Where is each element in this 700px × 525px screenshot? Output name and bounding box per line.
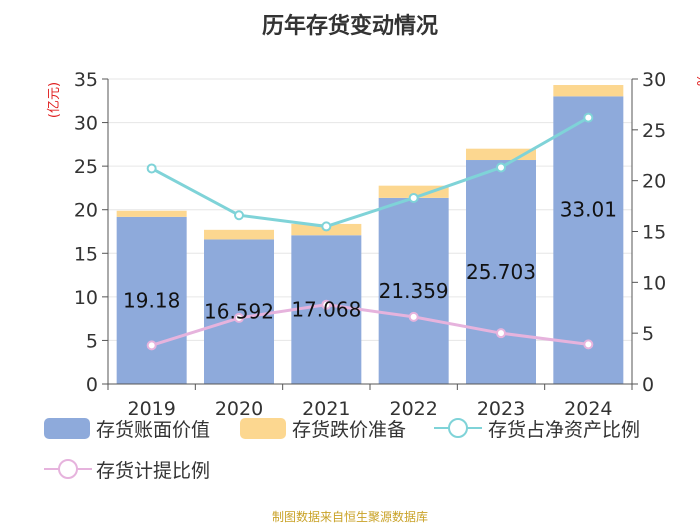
line-inventory-provision-ratio — [151, 303, 589, 347]
y-left-tick-label: 20 — [74, 200, 98, 222]
bar-inventory-book-value — [204, 239, 274, 384]
bar-inventory-book-value — [116, 216, 187, 384]
y-left-tick-label: 25 — [74, 156, 98, 178]
point-provision-ratio — [321, 299, 332, 310]
data-source-note: 制图数据来自恒生聚源数据库 — [271, 510, 428, 524]
legend-swatch-book-value — [44, 418, 90, 439]
point-provision-ratio — [234, 312, 244, 323]
point-provision-ratio — [408, 311, 419, 322]
y-left-axis-label: (亿元) — [47, 82, 62, 118]
legend-label-book-value: 存货账面价值 — [96, 419, 210, 441]
point-net-asset-ratio — [146, 163, 157, 174]
x-tick-label: 2021 — [302, 398, 350, 420]
y-left-tick-label: 35 — [74, 69, 98, 91]
x-tick-label: 2019 — [127, 398, 175, 420]
bar-inventory-impairment — [378, 185, 449, 198]
bar-value-label: 17.068 — [291, 298, 361, 322]
bar-inventory-impairment — [466, 148, 536, 161]
y-right-axis-label: % — [693, 74, 700, 86]
point-provision-ratio — [496, 328, 506, 339]
legend-label-provision-ratio: 存货计提比例 — [96, 460, 210, 482]
bar-inventory-impairment — [204, 229, 274, 240]
y-left-tick-label: 5 — [86, 330, 98, 352]
bar-value-label: 21.359 — [379, 279, 449, 303]
legend-swatch-impairment — [240, 418, 286, 439]
bar-inventory-impairment — [553, 85, 624, 97]
y-right-tick-label: 20 — [642, 171, 666, 193]
y-left-tick-label: 15 — [74, 243, 98, 265]
bar-inventory-impairment — [116, 210, 187, 217]
bar-value-label: 33.01 — [560, 197, 617, 221]
bar-inventory-book-value — [553, 96, 624, 384]
point-provision-ratio — [583, 339, 594, 350]
y-left-tick-label: 10 — [74, 287, 98, 309]
point-net-asset-ratio — [408, 192, 419, 203]
y-right-tick-label: 5 — [642, 323, 654, 345]
x-tick-label: 2024 — [564, 398, 612, 420]
legend-marker-provision-ratio — [58, 459, 78, 479]
point-net-asset-ratio — [321, 221, 332, 232]
y-right-tick-label: 30 — [642, 69, 666, 91]
line-inventory-net-asset-ratio — [150, 116, 590, 228]
y-right-tick-label: 25 — [642, 120, 666, 142]
x-tick-label: 2020 — [215, 398, 263, 420]
bar-inventory-book-value — [378, 197, 449, 384]
x-tick-label: 2023 — [477, 398, 525, 420]
point-net-asset-ratio — [583, 112, 594, 123]
legend-label-net-asset-ratio: 存货占净资产比例 — [488, 419, 640, 441]
y-left-tick-label: 0 — [86, 374, 98, 396]
y-right-tick-label: 10 — [642, 272, 666, 294]
point-net-asset-ratio — [234, 210, 244, 221]
bar-inventory-book-value — [466, 160, 536, 384]
bar-value-label: 19.18 — [123, 288, 180, 312]
y-left-tick-label: 30 — [74, 113, 98, 135]
bar-value-label: 25.703 — [466, 260, 536, 284]
legend-label-impairment: 存货跌价准备 — [292, 419, 406, 441]
x-tick-label: 2022 — [389, 398, 437, 420]
y-right-tick-label: 15 — [642, 222, 666, 244]
bar-value-label: 16.592 — [204, 300, 274, 324]
point-net-asset-ratio — [496, 162, 506, 173]
chart-title: 历年存货变动情况 — [261, 14, 438, 39]
y-right-tick-label: 0 — [642, 374, 654, 396]
point-provision-ratio — [146, 340, 157, 351]
legend-marker-net-asset-ratio — [448, 418, 468, 438]
